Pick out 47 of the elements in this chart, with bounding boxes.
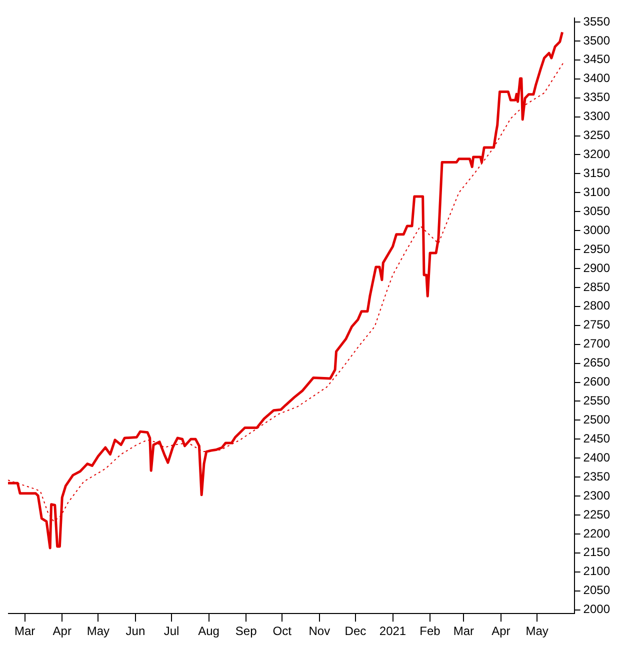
x-tick-label: Nov <box>308 624 330 638</box>
y-tick-label: 3550 <box>583 14 610 28</box>
y-tick-label: 2450 <box>583 431 610 446</box>
y-tick-label: 2050 <box>583 583 610 598</box>
y-tick-label: 2600 <box>583 374 610 389</box>
x-tick-label: Mar <box>453 624 474 638</box>
y-tick-label: 2700 <box>583 336 610 351</box>
x-tick-label: Dec <box>344 624 366 638</box>
y-tick-label: 2150 <box>583 545 610 560</box>
y-tick-label: 3450 <box>583 52 610 66</box>
x-tick-label: Aug <box>198 624 220 638</box>
x-tick-label: Apr <box>492 624 510 638</box>
y-tick-label: 2800 <box>583 298 610 313</box>
y-tick-label: 2000 <box>583 602 610 616</box>
y-tick-label: 2550 <box>583 394 610 408</box>
x-tick-label: Jun <box>126 624 146 638</box>
x-tick-label: Apr <box>52 624 72 638</box>
y-tick-label: 2400 <box>583 450 610 464</box>
x-tick-label: Mar <box>14 624 36 638</box>
y-tick-label: 2100 <box>583 564 610 578</box>
y-tick-label: 2650 <box>583 356 610 370</box>
y-tick-label: 2300 <box>583 488 610 502</box>
y-tick-label: 2850 <box>583 280 610 294</box>
y-tick-label: 3050 <box>583 204 610 218</box>
x-tick-label: Jul <box>164 624 180 638</box>
y-tick-label: 3200 <box>583 147 610 162</box>
y-tick-label: 2750 <box>583 318 610 332</box>
x-tick-label: Feb <box>420 624 441 638</box>
y-tick-label: 3150 <box>583 166 610 180</box>
x-tick-label: 2021 <box>379 624 406 638</box>
y-tick-label: 3400 <box>583 71 610 86</box>
y-tick-label: 2900 <box>583 260 610 275</box>
y-tick-label: 2500 <box>583 412 610 426</box>
x-tick-label: Oct <box>272 624 292 638</box>
y-tick-label: 3500 <box>583 33 610 48</box>
x-tick-label: May <box>526 624 548 638</box>
y-tick-label: 2950 <box>583 242 610 256</box>
y-tick-label: 3250 <box>583 128 610 142</box>
y-tick-label: 3100 <box>583 184 610 199</box>
y-tick-label: 3350 <box>583 90 610 104</box>
y-tick-label: 3300 <box>583 109 610 124</box>
x-tick-label: Sep <box>235 624 258 638</box>
y-tick-label: 2350 <box>583 469 610 484</box>
y-tick-label: 3000 <box>583 222 610 237</box>
y-tick-label: 2200 <box>583 526 610 540</box>
x-tick-label: May <box>86 624 110 638</box>
y-tick-label: 2250 <box>583 507 610 522</box>
